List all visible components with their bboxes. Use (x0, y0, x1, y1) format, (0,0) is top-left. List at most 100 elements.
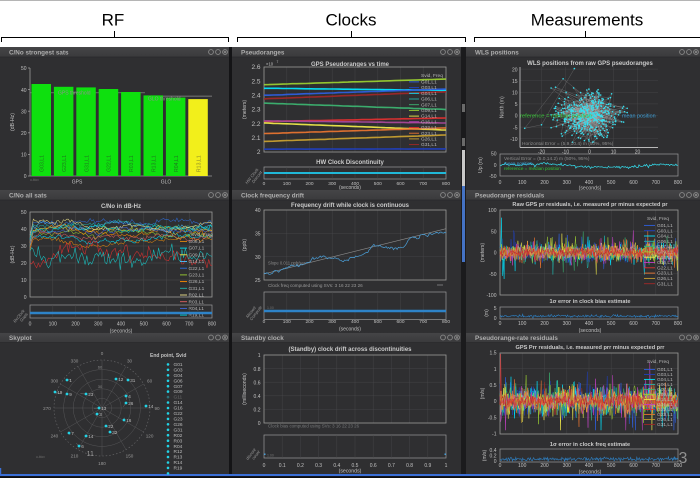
svg-text:(dB-Hz): (dB-Hz) (10, 245, 16, 263)
svg-text:G23,L1: G23,L1 (657, 271, 673, 277)
svg-text:G03,L1: G03,L1 (421, 85, 437, 91)
svg-text:0.3: 0.3 (315, 463, 322, 469)
svg-text:0.5: 0.5 (490, 383, 497, 389)
svg-text:Up (m): Up (m) (478, 157, 484, 173)
svg-text:Frequency drift while clock is: Frequency drift while clock is continuou… (291, 203, 410, 209)
svg-text:G06,L1: G06,L1 (657, 382, 673, 388)
svg-text:G04,L1: G04,L1 (657, 377, 673, 383)
svg-text:Raw GPS pr residuals, i.e. mea: Raw GPS pr residuals, i.e. measured pr m… (512, 202, 668, 208)
svg-text:-10: -10 (562, 150, 569, 156)
svg-text:×10: ×10 (266, 62, 274, 67)
svg-text:(seconds): (seconds) (339, 185, 361, 191)
svg-text:-1: -1 (492, 432, 497, 438)
svg-text:40: 40 (255, 208, 261, 214)
svg-text:R13,L1: R13,L1 (151, 155, 157, 172)
svg-text:(seconds): (seconds) (579, 470, 602, 476)
svg-text:0: 0 (494, 163, 497, 169)
svg-text:2: 2 (257, 149, 261, 156)
svg-text:G06,L1: G06,L1 (657, 239, 673, 245)
svg-text:600: 600 (396, 181, 404, 187)
svg-text:0.6: 0.6 (254, 380, 261, 386)
svg-text:300: 300 (563, 321, 572, 327)
svg-text:600: 600 (629, 180, 638, 186)
svg-text:R02,L1: R02,L1 (189, 293, 205, 299)
svg-text:(seconds): (seconds) (339, 469, 362, 475)
svg-text:0: 0 (494, 399, 497, 405)
svg-text:C/No all sats: C/No all sats (9, 192, 47, 199)
svg-text:0: 0 (263, 463, 266, 469)
svg-text:G26: G26 (174, 422, 183, 428)
svg-text:G11: G11 (174, 395, 183, 401)
svg-text:100: 100 (283, 181, 291, 187)
svg-text:14: 14 (88, 434, 94, 439)
svg-text:10: 10 (21, 153, 27, 159)
svg-text:WLS positions from raw GPS pse: WLS positions from raw GPS pseudoranges (527, 61, 653, 67)
svg-text:0: 0 (24, 174, 27, 180)
svg-text:300: 300 (563, 463, 572, 469)
svg-text:R19,L1: R19,L1 (189, 313, 205, 319)
svg-text:0.8: 0.8 (406, 463, 413, 469)
svg-text:700: 700 (652, 321, 661, 327)
svg-text:800: 800 (674, 463, 683, 469)
svg-text:200: 200 (540, 180, 549, 186)
svg-text:G07: G07 (174, 384, 183, 390)
svg-text:G07,L1: G07,L1 (657, 244, 673, 250)
svg-text:1.00: 1.00 (267, 454, 274, 458)
svg-text:G31,L1: G31,L1 (657, 281, 673, 287)
svg-text:R03,L1: R03,L1 (129, 155, 135, 172)
svg-text:mean position: mean position (622, 114, 656, 120)
svg-text:North (m): North (m) (499, 96, 505, 118)
svg-text:G26,L1: G26,L1 (421, 137, 437, 143)
svg-text:GPS threshold: GPS threshold (58, 91, 91, 97)
svg-text:G31,L1: G31,L1 (84, 155, 90, 172)
svg-text:0: 0 (494, 316, 497, 322)
svg-text:700: 700 (419, 181, 427, 187)
svg-text:G16,L1: G16,L1 (421, 119, 437, 125)
svg-text:500: 500 (607, 321, 616, 327)
svg-text:-0.5: -0.5 (488, 415, 497, 421)
svg-text:300: 300 (328, 181, 336, 187)
svg-text:0: 0 (588, 150, 591, 156)
svg-text:G07,L1: G07,L1 (189, 246, 205, 252)
svg-text:(Standby) clock drift across d: (Standby) clock drift across discontinui… (288, 347, 412, 353)
svg-text:0.4: 0.4 (333, 463, 340, 469)
svg-text:GLO: GLO (161, 180, 172, 186)
svg-text:0: 0 (263, 319, 266, 325)
svg-text:G16,L1: G16,L1 (657, 402, 673, 408)
svg-text:30: 30 (127, 358, 133, 363)
svg-text:G04: G04 (174, 373, 183, 379)
svg-text:G09: G09 (174, 389, 183, 395)
svg-text:G03: G03 (174, 367, 183, 373)
svg-text:(ppb): (ppb) (242, 239, 248, 251)
svg-text:300: 300 (328, 319, 336, 325)
svg-text:200: 200 (305, 181, 313, 187)
svg-text:0: 0 (499, 321, 502, 327)
svg-text:G03,L1: G03,L1 (657, 228, 673, 234)
svg-text:400: 400 (117, 322, 126, 328)
svg-text:G01: G01 (174, 362, 183, 368)
svg-text:2.5: 2.5 (251, 78, 260, 85)
svg-text:G26,L1: G26,L1 (657, 276, 673, 282)
svg-text:600: 600 (162, 322, 171, 328)
svg-text:G22,L1: G22,L1 (657, 265, 673, 271)
svg-text:200: 200 (540, 463, 549, 469)
svg-text:400: 400 (351, 181, 359, 187)
svg-text:300: 300 (94, 322, 103, 328)
svg-text:G09,L1: G09,L1 (657, 392, 673, 398)
svg-text:2.2: 2.2 (251, 121, 260, 128)
svg-text:(seconds): (seconds) (579, 328, 602, 334)
svg-text:10: 10 (611, 150, 617, 156)
svg-text:G03,L1: G03,L1 (39, 155, 45, 172)
svg-text:4: 4 (128, 394, 131, 399)
svg-text:Svid, Freq: Svid, Freq (191, 232, 213, 238)
svg-text:End point, Svid: End point, Svid (150, 353, 186, 359)
svg-text:Clock bias computed using SVs:: Clock bias computed using SVs: 3 16 22 2… (268, 424, 360, 429)
svg-text:G04,L1: G04,L1 (657, 234, 673, 240)
svg-text:R12: R12 (174, 449, 183, 455)
svg-text:G14,L1: G14,L1 (657, 255, 673, 261)
svg-text:R03,L1: R03,L1 (189, 299, 205, 305)
svg-text:0.9: 0.9 (424, 463, 431, 469)
svg-text:12: 12 (118, 377, 124, 382)
svg-text:G22,L1: G22,L1 (189, 266, 205, 272)
svg-text:Standby clock: Standby clock (241, 335, 284, 342)
